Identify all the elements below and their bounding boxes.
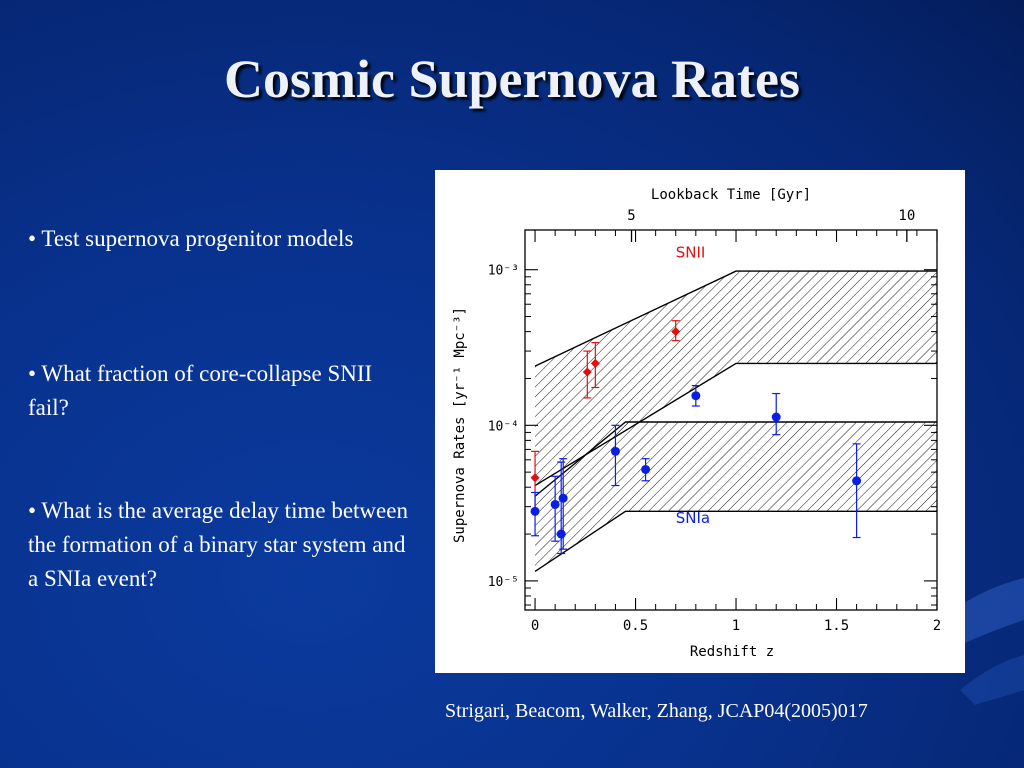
x-tick-label: 1 (732, 618, 740, 634)
snii-point (671, 327, 681, 337)
bullet-progenitor-models: • Test supernova progenitor models (28, 226, 354, 251)
axes-layer: 0 0.5 1 1.5 2 10⁻⁵ 10⁻⁴ 10⁻³ 5 10 (488, 208, 942, 634)
snia-point (558, 493, 568, 503)
y-tick-label: 10⁻⁴ (488, 419, 519, 434)
lookback-tick-label: 5 (627, 208, 635, 224)
bands-layer (534, 270, 937, 573)
snii-point (590, 358, 600, 368)
snii-point (530, 473, 540, 483)
snii-band-upper (534, 270, 937, 367)
lookback-tick-label: 10 (898, 208, 915, 224)
snia-point (556, 529, 566, 539)
points-layer (530, 320, 862, 555)
top-axis-title: Lookback Time [Gyr] (651, 187, 811, 203)
snia-band-upper (534, 421, 937, 497)
slide-title: Cosmic Supernova Rates (224, 49, 800, 109)
labels-layer: SNII SNIa (676, 243, 710, 527)
y-axis-title: Supernova Rates [yr⁻¹ Mpc⁻³] (452, 307, 468, 543)
bullet-delay-time: • What is the average delay time between… (28, 498, 408, 591)
snia-point (691, 391, 701, 401)
snia-band (535, 422, 937, 572)
x-tick-label: 2 (933, 618, 941, 634)
citation: Strigari, Beacom, Walker, Zhang, JCAP04(… (445, 700, 868, 722)
snia-point (530, 506, 540, 516)
figure-panel: Lookback Time [Gyr] Redshift z Supernova… (435, 170, 965, 673)
snia-point (771, 412, 781, 422)
x-tick-label: 0.5 (623, 618, 648, 634)
snia-point (641, 464, 651, 474)
snia-point (610, 446, 620, 456)
snia-point (852, 476, 862, 486)
x-tick-label: 1.5 (824, 618, 849, 634)
snii-label: SNII (676, 243, 706, 261)
snii-point (582, 367, 592, 377)
snii-band (535, 271, 937, 486)
bullet-failed-snii: • What fraction of core-collapse SNII fa… (28, 361, 373, 420)
snia-band-lower (534, 510, 937, 573)
plot-frame (524, 229, 938, 611)
snia-label: SNIa (676, 509, 710, 527)
snia-point (550, 499, 560, 509)
x-tick-label: 0 (531, 618, 539, 634)
x-axis-title: Redshift z (690, 644, 774, 660)
y-tick-label: 10⁻⁵ (488, 575, 519, 590)
y-tick-label: 10⁻³ (488, 264, 519, 279)
supernova-rate-chart: Lookback Time [Gyr] Redshift z Supernova… (452, 187, 942, 660)
